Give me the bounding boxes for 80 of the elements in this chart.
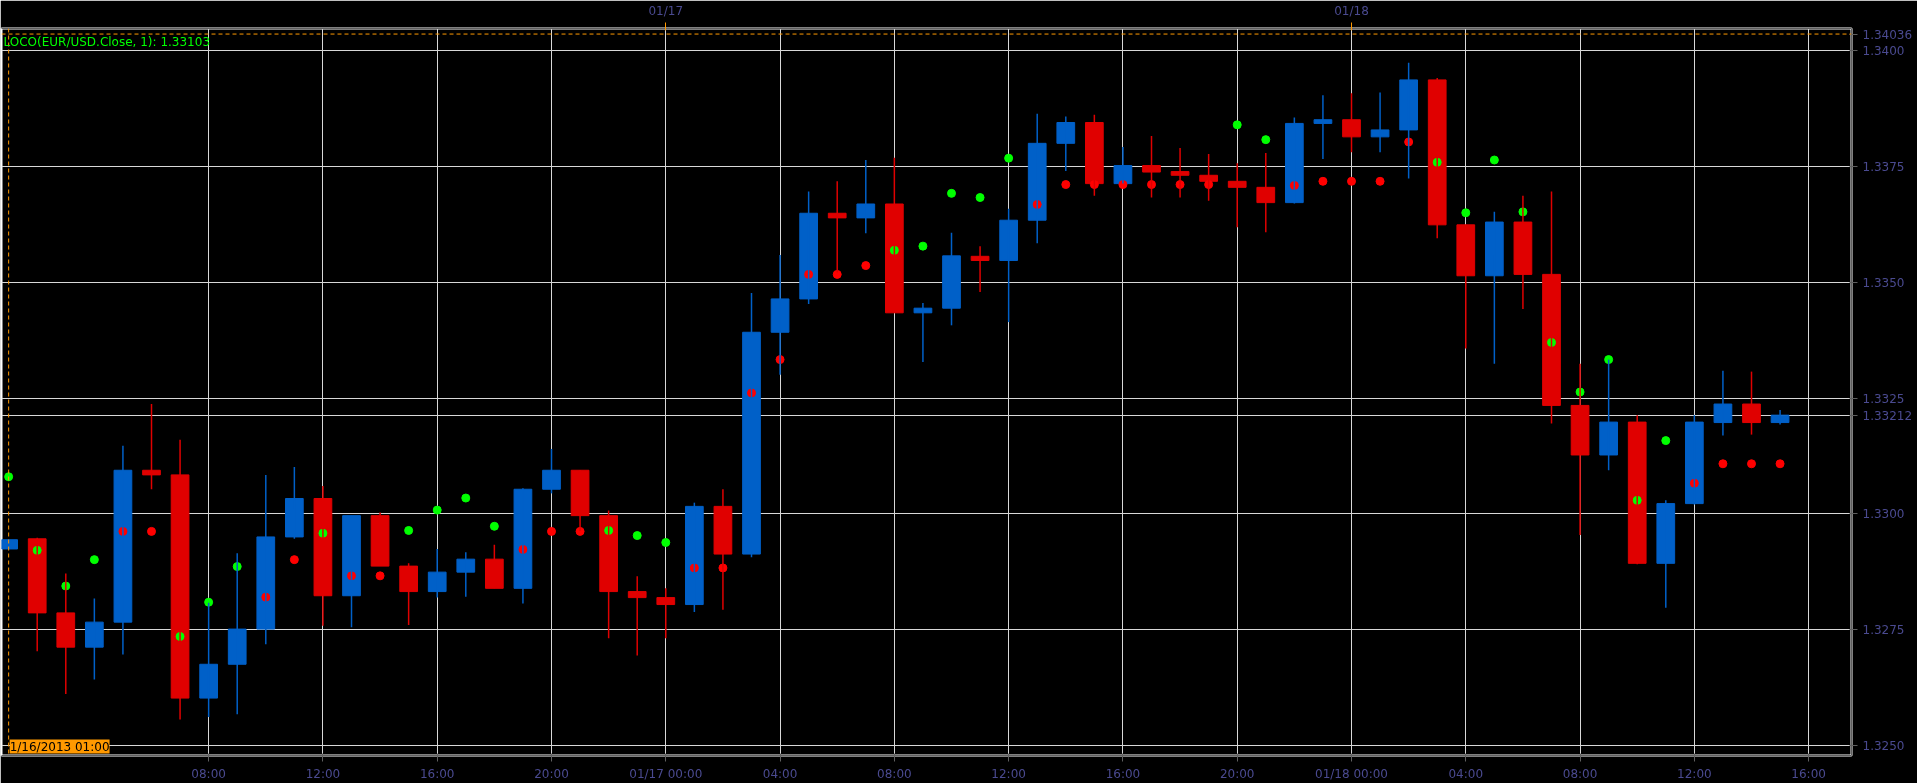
candlestick xyxy=(999,207,1018,323)
candlestick xyxy=(1570,363,1590,536)
x-tick-label: 12:00 xyxy=(1677,766,1712,781)
x-tick-label: 08:00 xyxy=(877,766,912,781)
candlestick xyxy=(1656,499,1676,609)
candlestick xyxy=(1742,370,1761,436)
candlestick xyxy=(856,159,876,234)
candlestick xyxy=(770,254,790,376)
x-tick-label: 01/17 00:00 xyxy=(629,766,703,781)
candlestick xyxy=(1513,194,1533,310)
x-tick-label: 04:00 xyxy=(1448,766,1484,781)
x-tick-label: 16:00 xyxy=(419,766,455,781)
candlestick xyxy=(313,485,333,627)
candlestick xyxy=(227,552,247,716)
candlestick xyxy=(1399,62,1418,180)
candlestick xyxy=(1485,211,1504,365)
candlestick xyxy=(1170,147,1190,199)
candlestick xyxy=(399,562,418,626)
y-tick-label: 1.3400 xyxy=(1862,44,1905,59)
x-tick-label: 12:00 xyxy=(991,766,1026,781)
candlestick xyxy=(542,448,561,495)
candlestick xyxy=(885,156,904,314)
candlestick xyxy=(1685,414,1704,506)
x-tick-label: 12:00 xyxy=(305,766,341,781)
candlestick xyxy=(1627,414,1647,566)
candlestick xyxy=(742,292,761,559)
candlestick xyxy=(1713,369,1733,437)
candlestick xyxy=(685,501,704,613)
candlestick xyxy=(1313,94,1333,160)
y-tick-label: 1.3275 xyxy=(1862,623,1905,638)
y-tick-label: 1.33212 xyxy=(1862,409,1913,424)
x-tick-label: 20:00 xyxy=(534,766,569,781)
candlestick xyxy=(113,444,133,656)
candlestick xyxy=(1142,135,1161,199)
y-tick-label: 1.3350 xyxy=(1862,275,1905,290)
candlestick xyxy=(1056,115,1076,172)
candlestick xyxy=(142,403,161,490)
candlestick xyxy=(85,597,104,681)
candlestick xyxy=(285,466,304,540)
candlestick xyxy=(370,511,390,567)
candlestick xyxy=(656,587,676,640)
y-tick-label: 1.3375 xyxy=(1862,159,1905,174)
candlestick xyxy=(599,509,618,640)
candlestick xyxy=(1456,224,1476,350)
y-tick-label: 1.3325 xyxy=(1862,391,1905,406)
candlestick xyxy=(1427,77,1447,240)
candlestick xyxy=(1342,92,1361,153)
candlestick xyxy=(1370,91,1390,153)
candlestick xyxy=(1027,112,1047,245)
candlestick xyxy=(1227,162,1247,228)
candlestick xyxy=(27,537,47,653)
candlestick xyxy=(427,548,447,599)
x2-tick-label: 01/18 xyxy=(1334,3,1369,18)
x-tick-label: 08:00 xyxy=(1562,766,1598,781)
candlestick xyxy=(170,438,190,721)
candlestick xyxy=(1085,113,1104,197)
ref-line-label: 1.34036 xyxy=(1862,27,1913,42)
y-tick-label: 1.3250 xyxy=(1862,738,1905,753)
candlestick xyxy=(456,551,476,598)
candlestick xyxy=(342,514,361,628)
candlestick xyxy=(713,488,733,611)
candlestick xyxy=(513,487,533,605)
candlestick xyxy=(485,544,504,590)
candlestick xyxy=(1599,358,1618,472)
x-tick-label: 20:00 xyxy=(1219,766,1255,781)
x2-tick-label: 01/17 xyxy=(648,3,684,18)
candlestick xyxy=(799,190,818,305)
x-tick-label: 16:00 xyxy=(1105,766,1141,781)
x-tick-label: 16:00 xyxy=(1791,766,1826,781)
ref-line-label: 1/16/2013 01:00 xyxy=(9,739,110,754)
y-tick-label: 1.3300 xyxy=(1862,507,1905,522)
x-tick-label: 04:00 xyxy=(762,766,798,781)
candlestick xyxy=(56,572,76,695)
candlestick xyxy=(1542,190,1561,425)
candlestick xyxy=(627,575,647,657)
candlestick xyxy=(942,231,961,327)
candlestick xyxy=(1285,116,1304,205)
candlestick xyxy=(256,474,276,646)
x-tick-label: 01/18 00:00 xyxy=(1315,766,1388,781)
x-tick-label: 08:00 xyxy=(191,766,226,781)
